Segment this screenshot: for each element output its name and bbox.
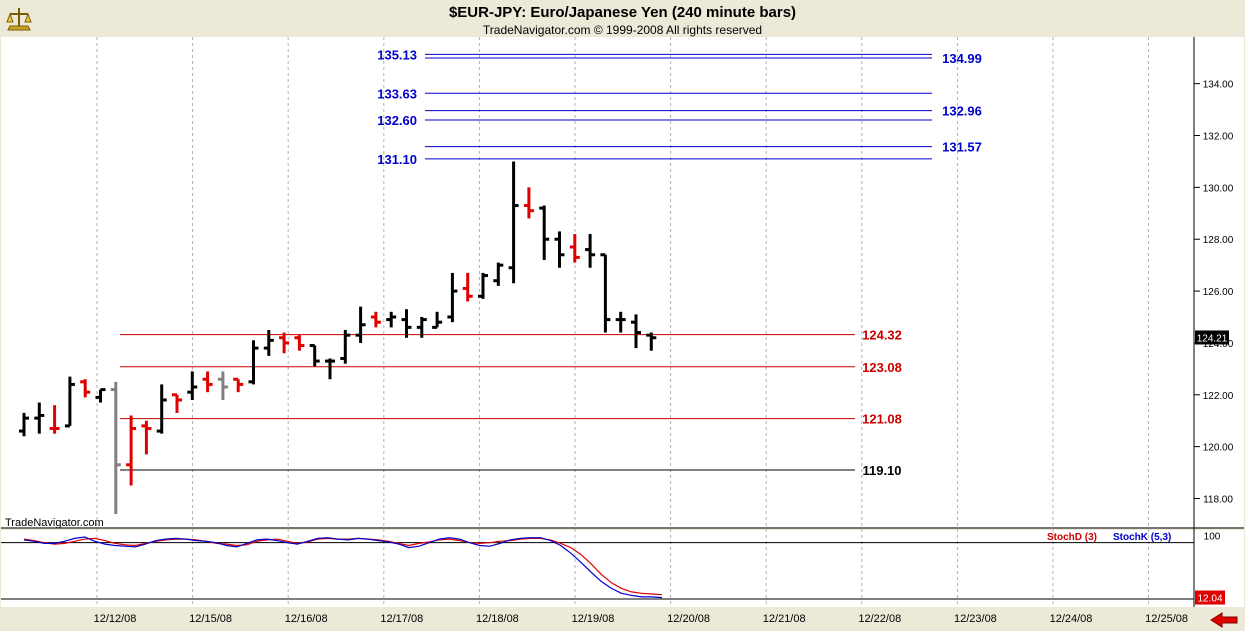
level-label: 131.57	[942, 140, 982, 155]
x-tick-label: 12/16/08	[285, 613, 328, 625]
ohlc-bars	[19, 161, 657, 515]
x-tick-label: 12/25/08	[1145, 613, 1188, 625]
y-tick-label: 130.00	[1203, 183, 1234, 194]
y-tick-label: 128.00	[1203, 235, 1234, 246]
last-price-label: 124.21	[1197, 333, 1228, 344]
level-label: 132.60	[377, 113, 417, 128]
level-label: 121.08	[862, 412, 902, 427]
x-tick-label: 12/22/08	[858, 613, 901, 625]
x-tick-label: 12/24/08	[1050, 613, 1093, 625]
y-tick-label: 126.00	[1203, 287, 1234, 298]
chart-subtitle: TradeNavigator.com © 1999-2008 All right…	[482, 23, 763, 37]
level-label: 132.96	[942, 104, 982, 119]
price-panel	[1, 37, 1194, 527]
y-tick-label: 134.00	[1203, 80, 1234, 91]
price-axis-panel	[1194, 37, 1244, 527]
y-tick-label: 132.00	[1203, 132, 1234, 143]
x-tick-label: 12/21/08	[763, 613, 806, 625]
last-price-box	[1195, 330, 1229, 345]
x-tick-label: 12/15/08	[189, 613, 232, 625]
grid-lines	[96, 37, 1150, 606]
level-label: 133.63	[377, 86, 417, 101]
level-label: 131.10	[377, 152, 417, 167]
x-tick-label: 12/12/08	[94, 613, 137, 625]
legend-stochk: StochK (5,3)	[1113, 532, 1172, 543]
stoch-last-box	[1195, 590, 1225, 605]
axes: 12/12/08 12/15/08 12/16/08 12/17/08 12/18/08…	[94, 80, 1234, 625]
level-label: 123.08	[862, 360, 902, 375]
x-tick-label: 12/17/08	[380, 613, 423, 625]
stochastic-panel	[1, 530, 1194, 607]
y-tick-label: 120.00	[1203, 443, 1234, 454]
level-label: 119.10	[862, 463, 901, 478]
level-label: 134.99	[942, 51, 982, 66]
stochastic-lines	[1, 536, 1194, 600]
chart-title: $EUR-JPY: Euro/Japanese Yen (240 minute …	[448, 4, 797, 21]
y-tick-label: 122.00	[1203, 391, 1234, 402]
x-tick-label: 12/18/08	[476, 613, 519, 625]
x-tick-label: 12/20/08	[667, 613, 710, 625]
stoch-tick-label: 100	[1204, 532, 1221, 543]
watermark: TradeNavigator.com	[5, 517, 104, 529]
level-label: 124.32	[862, 328, 902, 343]
legend-stochd: StochD (3)	[1047, 532, 1097, 543]
y-tick-label: 118.00	[1203, 494, 1233, 505]
stoch-series-line	[23, 536, 663, 599]
x-tick-label: 12/19/08	[572, 613, 615, 625]
logo-icon	[6, 8, 32, 31]
stoch-last-label: 12.04	[1197, 594, 1222, 605]
scroll-right-arrow-icon[interactable]	[1208, 611, 1240, 629]
x-tick-label: 12/23/08	[954, 613, 997, 625]
level-label: 135.13	[377, 47, 417, 62]
support-resistance-levels: 135.13 134.99 133.63 132.96 132.60 131.57 131.…	[120, 47, 982, 478]
